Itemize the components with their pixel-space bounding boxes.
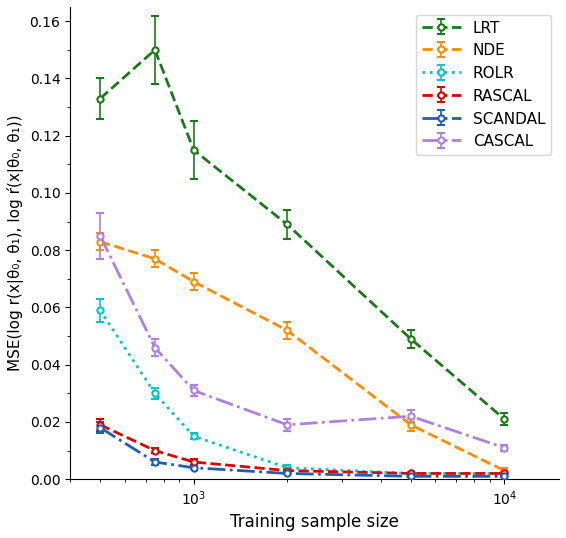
X-axis label: Training sample size: Training sample size: [230, 513, 399, 531]
Y-axis label: MSE(log r(x|θ₀, θ₁), log ŕ(x|θ₀, θ₁)): MSE(log r(x|θ₀, θ₁), log ŕ(x|θ₀, θ₁)): [7, 115, 24, 371]
Legend: LRT, NDE, ROLR, RASCAL, SCANDAL, CASCAL: LRT, NDE, ROLR, RASCAL, SCANDAL, CASCAL: [416, 15, 551, 155]
